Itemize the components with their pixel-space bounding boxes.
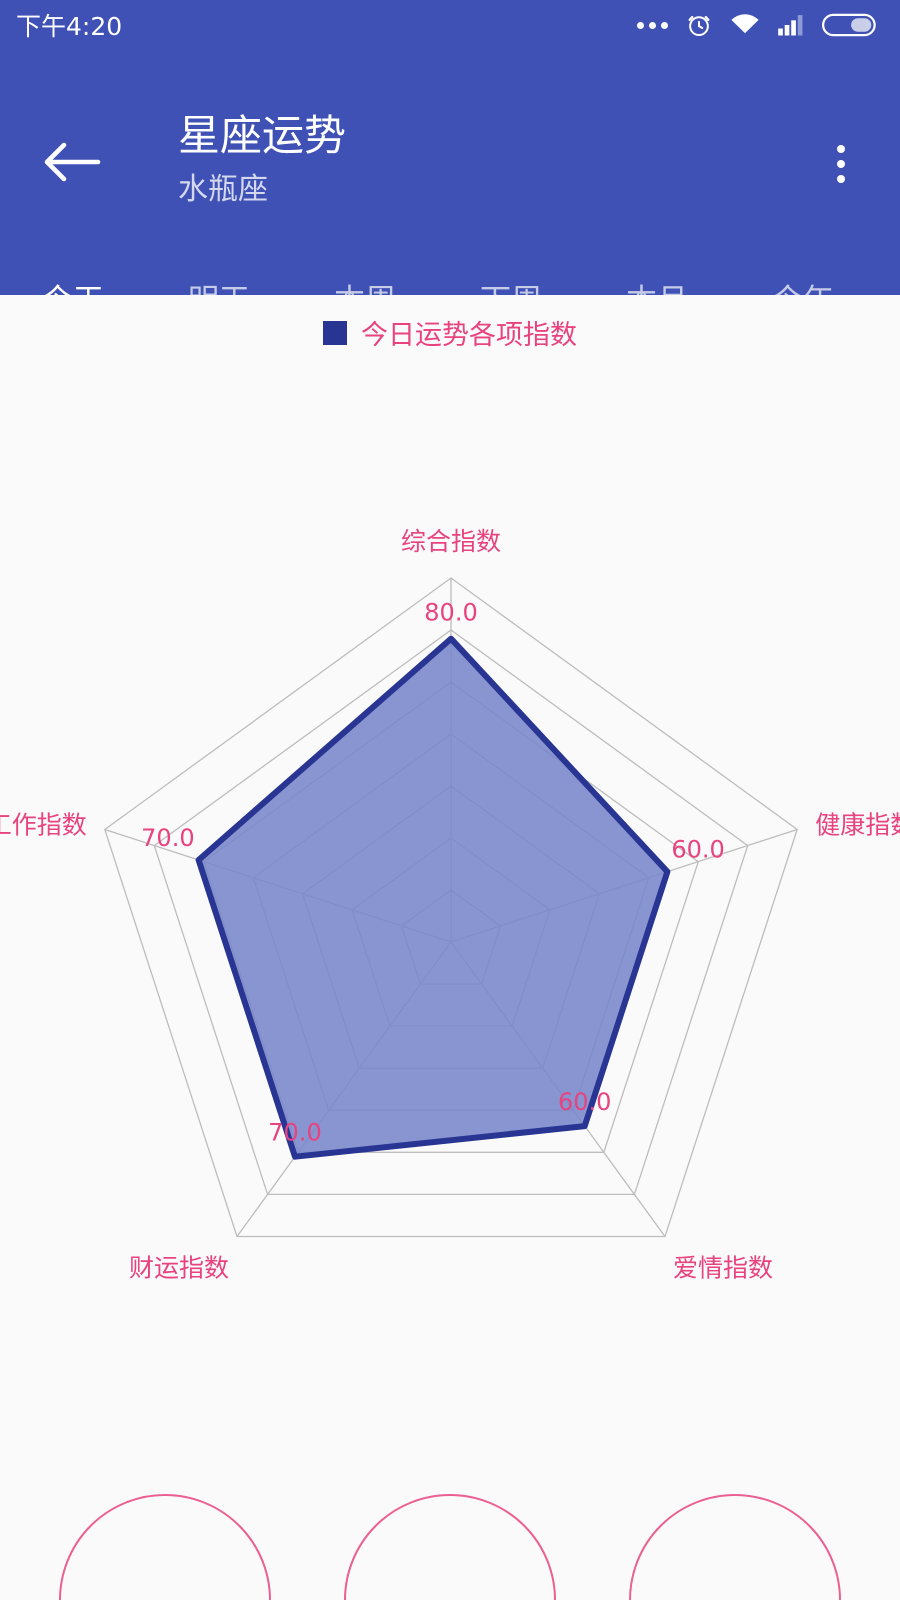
back-button[interactable] <box>40 130 104 194</box>
radar-chart[interactable]: 综合指数健康指数爱情指数 财运指数 工作指数 80.0 60.0 60.0 70.0 70.… <box>0 295 900 1600</box>
chart-legend: 今日运势各项指数 <box>0 313 900 352</box>
radar-value-label: 60.0 <box>671 836 724 864</box>
page-title: 星座运势 <box>178 111 347 160</box>
legend-swatch-icon <box>323 320 347 345</box>
alarm-clock-icon <box>685 11 713 39</box>
battery-icon <box>822 11 878 39</box>
legend-label: 今日运势各项指数 <box>361 320 577 351</box>
radar-value-label: 60.0 <box>558 1088 611 1116</box>
bottom-circle-1[interactable] <box>59 1494 271 1600</box>
radar-value-label: 70.0 <box>268 1119 321 1147</box>
radar-chart-svg: 综合指数健康指数爱情指数 财运指数 工作指数 80.0 60.0 60.0 70.0 70.… <box>0 527 900 1283</box>
page-subtitle: 水瓶座 <box>178 172 268 207</box>
status-bar-icons <box>637 11 878 39</box>
bottom-circle-3[interactable] <box>629 1494 841 1600</box>
back-arrow-icon <box>42 138 102 186</box>
bottom-circle-2[interactable] <box>344 1494 556 1600</box>
status-bar: 下午4:20 <box>0 0 900 50</box>
status-bar-time: 下午4:20 <box>16 12 123 41</box>
chart-panel: 今日运势各项指数 综合指数健康指数爱情指数 财运指数 工作指数 80.0 60.0 60… <box>0 295 900 1600</box>
radar-value-labels: 80.0 60.0 60.0 70.0 70.0 <box>141 599 725 1147</box>
app-bar-titles: 星座运势 水瓶座 <box>178 108 346 212</box>
radar-axis-label: 综合指数 <box>401 527 501 556</box>
radar-series-polygon <box>195 635 671 1160</box>
signal-bars-icon <box>777 13 805 37</box>
radar-axis-label: 工作指数 <box>0 811 87 840</box>
radar-axis-label: 财运指数 <box>129 1254 229 1283</box>
radar-value-label: 70.0 <box>141 824 194 852</box>
overflow-menu-icon <box>837 145 845 153</box>
radar-axis-label: 健康指数 <box>815 811 900 840</box>
app-bar: 星座运势 水瓶座 今天 明天 本周 下周 本月 今年 <box>0 50 900 346</box>
radar-axis-label: 爱情指数 <box>673 1254 773 1283</box>
overflow-menu-button[interactable] <box>816 132 866 196</box>
more-dots-icon <box>637 21 668 29</box>
radar-value-label: 80.0 <box>424 599 477 627</box>
radar-axis-labels: 综合指数健康指数爱情指数 财运指数 工作指数 <box>0 527 900 1283</box>
wifi-icon <box>730 13 760 37</box>
bottom-circle-row <box>59 1494 841 1600</box>
